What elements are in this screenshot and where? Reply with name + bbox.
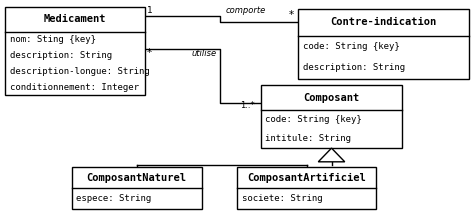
- Text: description: String: description: String: [303, 63, 405, 72]
- Text: code: String {key}: code: String {key}: [265, 115, 362, 124]
- Text: Contre-indication: Contre-indication: [330, 17, 437, 27]
- Text: code: String {key}: code: String {key}: [303, 42, 400, 51]
- Text: espece: String: espece: String: [76, 194, 152, 203]
- Text: *: *: [289, 10, 294, 21]
- Bar: [72, 167, 201, 209]
- Bar: [5, 7, 145, 95]
- Text: intitule: String: intitule: String: [265, 134, 351, 143]
- Bar: [237, 167, 376, 209]
- Bar: [299, 9, 469, 79]
- Text: ComposantNaturel: ComposantNaturel: [87, 173, 187, 183]
- Text: 1..*: 1..*: [240, 101, 255, 110]
- Text: Medicament: Medicament: [44, 14, 106, 24]
- Text: 1: 1: [147, 6, 153, 15]
- Text: Composant: Composant: [303, 93, 360, 103]
- Bar: [261, 85, 402, 148]
- Text: *: *: [147, 48, 152, 58]
- Text: conditionnement: Integer: conditionnement: Integer: [10, 83, 139, 92]
- Text: utilise: utilise: [191, 49, 216, 58]
- Text: nom: Sting {key}: nom: Sting {key}: [10, 35, 96, 44]
- Text: comporte: comporte: [225, 6, 265, 15]
- Text: ComposantArtificiel: ComposantArtificiel: [247, 173, 366, 183]
- Text: description: String: description: String: [10, 51, 112, 60]
- Text: description-longue: String: description-longue: String: [10, 67, 150, 76]
- Text: societe: String: societe: String: [242, 194, 322, 203]
- Polygon shape: [318, 148, 345, 162]
